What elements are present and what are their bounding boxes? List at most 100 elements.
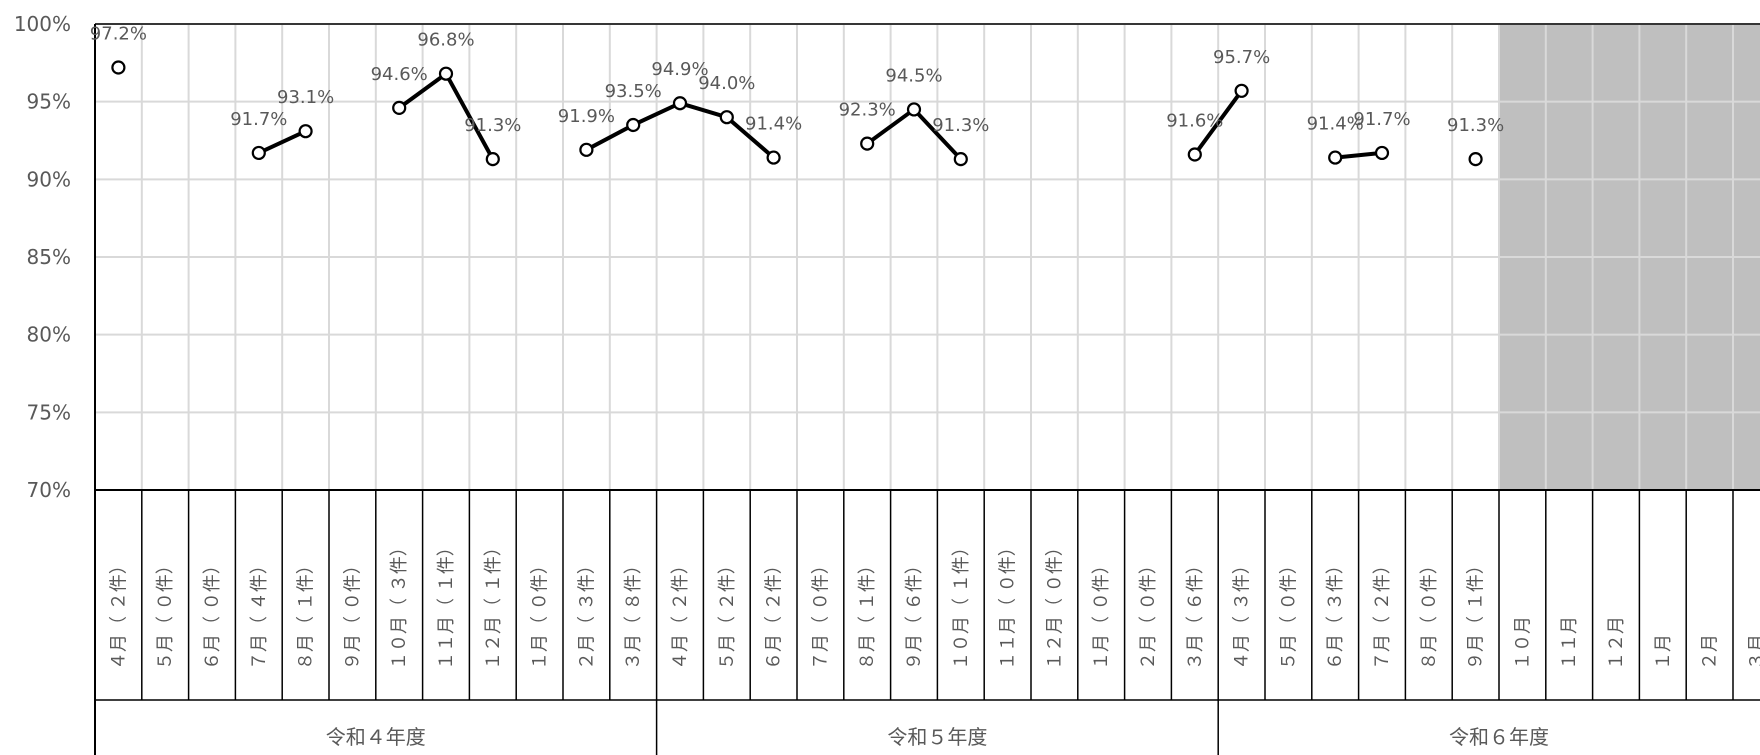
fiscal-year-label: 令和５年度 — [887, 725, 987, 749]
series-segment — [865, 107, 916, 146]
y-tick-label: 95% — [27, 90, 71, 114]
category-label: ８月（ １件） — [857, 556, 878, 670]
data-labels: 97.2%91.7%93.1%94.6%96.8%91.3% 91.9%93.5%… — [90, 23, 1504, 136]
category-label: ６月（ ２件） — [764, 556, 785, 670]
category-label: ５月（ ０件） — [155, 556, 176, 670]
data-label: 91.3% — [932, 115, 989, 136]
data-point — [1468, 152, 1483, 167]
category-label: １０月（ ３件） — [389, 538, 410, 670]
category-label: ７月（ ０件） — [810, 556, 831, 670]
data-point — [485, 152, 500, 167]
data-label: 91.6% — [1166, 110, 1223, 131]
category-label: １１月（ ０件） — [998, 538, 1019, 670]
data-label: 92.3% — [839, 100, 896, 121]
data-label: 91.3% — [1447, 115, 1504, 136]
data-point — [1328, 150, 1343, 165]
series-segment — [678, 101, 729, 120]
category-label: ８月（ ０件） — [1419, 556, 1440, 670]
category-label: １２月（ １件） — [483, 538, 504, 670]
data-label: 97.2% — [90, 23, 147, 44]
category-label: ９月（ １件） — [1466, 556, 1487, 670]
y-tick-label: 100% — [14, 12, 71, 36]
category-label: １０月（ １件） — [951, 538, 972, 670]
category-label: ６月（ ３件） — [1325, 556, 1346, 670]
data-label: 91.9% — [558, 106, 615, 127]
data-label: 96.8% — [417, 30, 474, 51]
data-point — [766, 150, 781, 165]
category-label: ５月（ ２件） — [717, 556, 738, 670]
category-label: ４月（ ２件） — [108, 556, 129, 670]
x-axis-categories: ４月（ ２件） ５月（ ０件） ６月（ ０件） ７月（ ４件） ８月（ １件） ９月（ ０… — [108, 538, 1760, 670]
series-segment — [256, 129, 308, 155]
data-point — [298, 124, 313, 139]
data-point — [953, 152, 968, 167]
data-label: 91.3% — [464, 115, 521, 136]
data-label: 91.7% — [230, 109, 287, 130]
data-label: 91.7% — [1353, 109, 1410, 130]
category-label: １２月（ ０件） — [1044, 538, 1065, 670]
category-label: １月（ ０件） — [1091, 556, 1112, 670]
category-label: ４月（ ２件） — [670, 556, 691, 670]
data-point — [626, 117, 641, 133]
gridlines — [95, 23, 1760, 490]
category-label: ６月（ ０件） — [202, 556, 223, 670]
data-point — [1234, 83, 1249, 98]
data-point — [111, 60, 126, 75]
data-point — [392, 100, 407, 115]
series-segment — [397, 71, 448, 110]
series-segment — [1192, 88, 1244, 157]
axes — [94, 23, 1760, 755]
category-label: １１月 — [1559, 616, 1580, 670]
series-lines — [256, 71, 1384, 162]
data-label: 94.0% — [698, 73, 755, 94]
y-tick-label: 80% — [27, 323, 71, 347]
category-label: ３月（ ６件） — [1185, 556, 1206, 670]
data-point — [579, 142, 594, 157]
series-segment — [584, 122, 636, 152]
data-point — [906, 102, 922, 117]
category-label: ２月（ ３件） — [576, 556, 597, 670]
category-label: １２月 — [1606, 616, 1627, 670]
data-label: 93.5% — [605, 81, 662, 102]
data-label: 94.5% — [885, 65, 942, 86]
y-tick-label: 85% — [27, 245, 71, 269]
series-segment — [912, 107, 963, 162]
data-point — [672, 96, 688, 111]
data-label: 95.7% — [1213, 47, 1270, 68]
fiscal-year-label: 令和６年度 — [1449, 725, 1549, 749]
category-label: １月（ ０件） — [530, 556, 551, 670]
category-label: ２月 — [1700, 634, 1721, 670]
series-segment — [444, 71, 495, 162]
series-segment — [724, 115, 776, 160]
series-points — [111, 60, 1483, 167]
data-point — [251, 145, 266, 161]
data-label: 94.9% — [651, 59, 708, 80]
data-point — [438, 66, 454, 81]
y-tick-label: 70% — [27, 478, 71, 502]
category-label: ３月（ ８件） — [623, 556, 644, 670]
series-segment — [1333, 150, 1384, 160]
data-label: 91.4% — [1307, 114, 1364, 135]
data-point — [1374, 145, 1390, 161]
category-label: ５月（ ０件） — [1278, 556, 1299, 670]
category-label: ８月（ １件） — [296, 556, 317, 670]
data-label: 94.6% — [371, 64, 428, 85]
data-point — [719, 110, 734, 125]
data-label: 93.1% — [277, 87, 334, 108]
series-segment — [631, 101, 682, 127]
category-label: ９月（ ０件） — [342, 556, 363, 670]
category-label: １１月（ １件） — [436, 538, 457, 670]
category-label: ３月 — [1746, 634, 1760, 670]
category-label: １月 — [1653, 634, 1674, 670]
data-point — [1187, 147, 1202, 162]
fiscal-year-label: 令和４年度 — [326, 725, 426, 749]
y-axis-ticks: 70% 75% 80% 85% 90% 95% 100% — [14, 12, 71, 502]
y-tick-label: 75% — [27, 400, 71, 424]
category-label: ４月（ ３件） — [1232, 556, 1253, 670]
category-label: ２月（ ０件） — [1138, 556, 1159, 670]
y-tick-label: 90% — [27, 167, 71, 191]
category-label: ９月（ ６件） — [904, 556, 925, 670]
category-label: ７月（ ２件） — [1372, 556, 1393, 670]
data-point — [860, 136, 875, 151]
